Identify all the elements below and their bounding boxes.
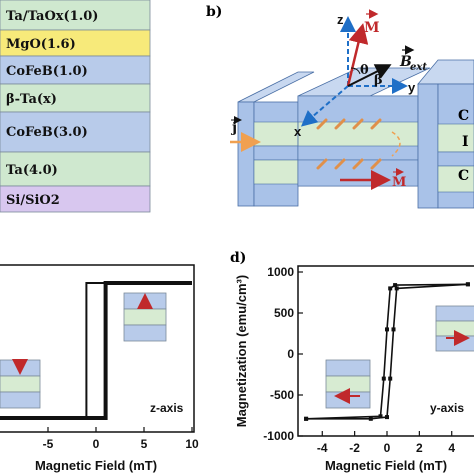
inset-down <box>0 359 41 409</box>
layer-3 <box>0 55 151 85</box>
chart-d-xtick-label: 4 <box>448 441 455 455</box>
right-letter-1: C <box>458 108 469 124</box>
b-subscript: ext <box>410 62 427 73</box>
left-contact-pad <box>237 71 315 207</box>
layer-5-label: CoFeB(3.0) <box>6 125 88 140</box>
b-label: B <box>399 54 412 70</box>
layer-6-label: Ta(4.0) <box>6 163 58 178</box>
layer-7 <box>0 185 151 213</box>
chart-c-series-line <box>0 282 192 419</box>
chart-d-xtick-label: 0 <box>384 441 391 455</box>
z-label: z <box>337 12 344 27</box>
panel-b-tag: b) <box>206 4 222 20</box>
device-schematic: b) C I C <box>206 4 474 209</box>
layer-3-label: CoFeB(1.0) <box>6 64 88 79</box>
chart-d-point <box>304 416 309 421</box>
chart-d-annotation: y-axis <box>430 401 464 415</box>
chart-d-xtick-label: 2 <box>416 441 423 455</box>
right-letter-3: C <box>458 168 469 184</box>
layer-1-label: Ta/TaOx(1.0) <box>6 9 98 24</box>
layer-1 <box>0 0 151 31</box>
field-vector <box>347 64 392 87</box>
bottom-m-label: M <box>392 175 406 190</box>
m-label: M <box>364 20 380 36</box>
beta-label: β <box>374 73 383 88</box>
chart-d-ytick-label: -1000 <box>263 429 294 443</box>
chart-d-ylabel: Magnetization (emu/cm³) <box>234 275 249 427</box>
x-axis-arrow <box>300 85 349 127</box>
layer-2 <box>0 29 151 57</box>
chart-d-xtick-label: -4 <box>317 441 328 455</box>
chart-d-xlabel: Magnetic Field (mT) <box>325 458 447 473</box>
chart-d-ytick-label: -500 <box>270 388 294 402</box>
x-label: x <box>294 124 302 139</box>
chart-d-point <box>368 416 373 421</box>
chart-c-xlabel: Magnetic Field (mT) <box>35 458 157 473</box>
inset-right <box>435 305 474 352</box>
spin-arrows <box>316 118 382 170</box>
magnetization-vector <box>346 23 369 87</box>
theta-arc <box>350 67 361 75</box>
chart-c-annotation: z-axis <box>150 401 184 415</box>
chart-d-point <box>381 376 386 381</box>
chart-d-point <box>391 327 396 332</box>
chart-d-ytick-label: 0 <box>287 347 294 361</box>
layer-stack: Ta/TaOx(1.0) MgO(1.6) CoFeB(1.0) β-Ta(x)… <box>0 0 151 213</box>
layer-2-label: MgO(1.6) <box>6 37 76 52</box>
chart-d-point <box>388 376 393 381</box>
inset-up <box>123 292 167 342</box>
layer-5 <box>0 111 151 153</box>
chart-d-point <box>393 283 398 288</box>
chart-d-ytick-label: 1000 <box>267 265 294 279</box>
chart-d-point <box>388 286 393 291</box>
spin-current-path <box>391 131 401 157</box>
chart-d-point <box>378 414 383 419</box>
layer-6 <box>0 151 151 187</box>
layer-4-label: β-Ta(x) <box>6 92 57 107</box>
j-label: j <box>230 120 237 136</box>
chart-d-point <box>385 327 389 332</box>
chart-c-xtick-label: -5 <box>43 437 54 451</box>
right-letter-2: I <box>462 134 469 150</box>
inset-left <box>325 359 371 409</box>
chart-d-xtick-label: -2 <box>349 441 360 455</box>
theta-label: θ <box>360 63 369 78</box>
chart-d: d) -4 -2 0 2 4 -1000 -500 0 500 1000 y-axis Magne… <box>230 250 474 473</box>
y-label: y <box>408 80 416 95</box>
chart-c-xtick-label: 10 <box>185 437 199 451</box>
chart-c-xtick-label: 5 <box>141 437 148 451</box>
chart-d-ytick-label: 500 <box>274 306 294 320</box>
chart-d-point <box>465 282 470 287</box>
chart-d-point <box>394 286 399 291</box>
layer-7-label: Si/SiO2 <box>6 193 60 208</box>
right-contact-pad: C I C <box>417 59 474 209</box>
layer-4 <box>0 83 151 113</box>
chart-c-xtick-label: 0 <box>93 437 100 451</box>
chart-c: -5 0 5 10 z-axis Magnetic Field (mT) <box>0 264 199 473</box>
chart-d-point <box>385 415 389 420</box>
panel-d-tag: d) <box>230 250 246 266</box>
